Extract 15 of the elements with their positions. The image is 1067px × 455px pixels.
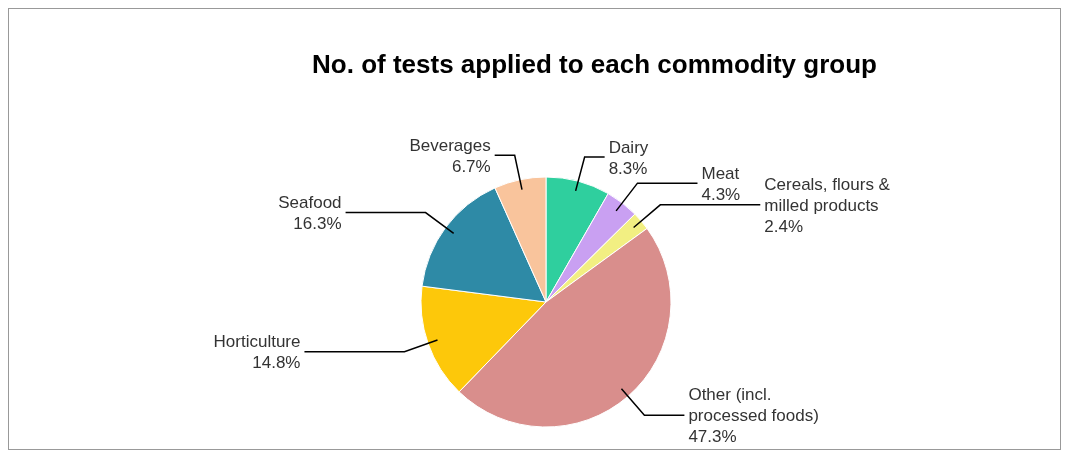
data-label: 16.3% (293, 214, 342, 234)
data-label: 4.3% (701, 184, 741, 204)
slice-label: Seafood (278, 193, 342, 213)
slice-label: Cereals, flours & milled products (764, 174, 891, 215)
data-label: 8.3% (608, 158, 648, 178)
chart-title: No. of tests applied to each commodity group (311, 48, 878, 81)
data-label: 6.7% (451, 156, 491, 176)
slice-label: Other (incl. processed foods) (688, 385, 819, 426)
slice-label: Horticulture (213, 332, 301, 352)
data-label: 2.4% (764, 216, 804, 236)
data-label: 14.8% (252, 353, 301, 373)
slice-label: Beverages (409, 135, 491, 155)
data-label: 47.3% (688, 427, 737, 447)
slice-label: Meat (701, 163, 740, 183)
slice-label: Dairy (608, 137, 649, 157)
